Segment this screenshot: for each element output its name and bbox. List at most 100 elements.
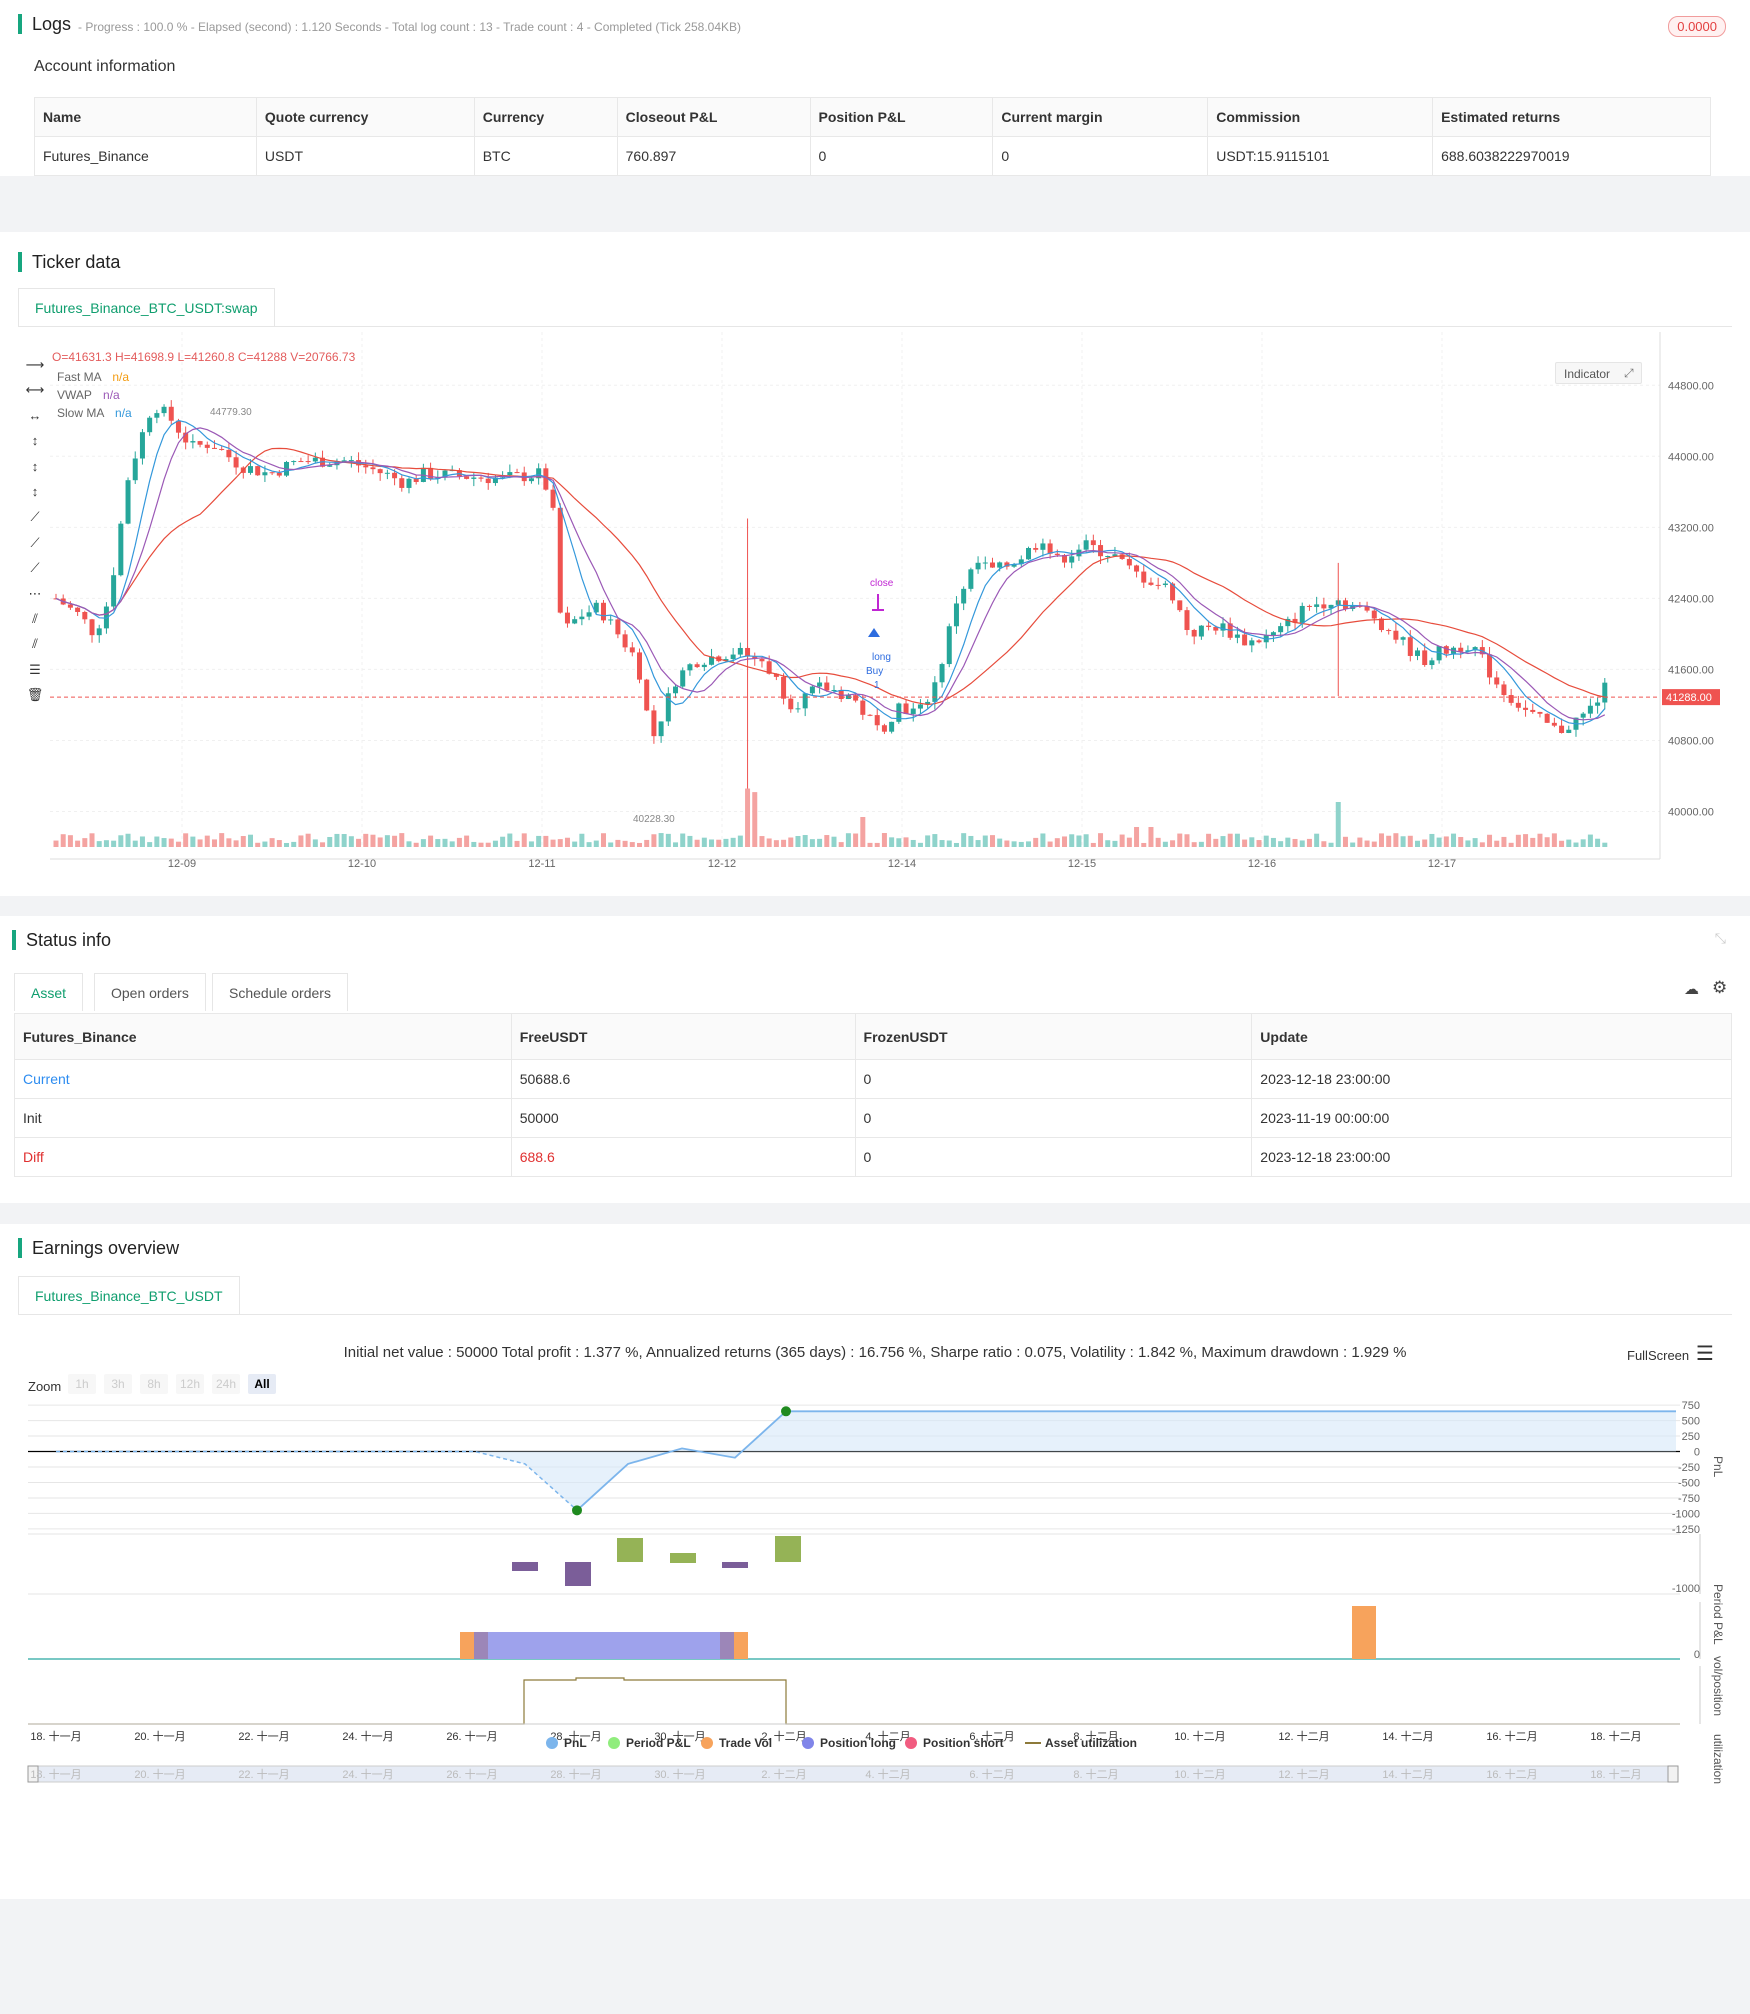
zoom-1h-button[interactable]: 1h <box>68 1374 96 1394</box>
zoom-3h-button[interactable]: 3h <box>104 1374 132 1394</box>
volume-bar <box>1126 837 1132 847</box>
volume-bar <box>1328 842 1334 847</box>
volume-bar <box>673 842 679 847</box>
cloud-download-icon[interactable]: ☁ <box>1684 981 1699 998</box>
tab-open-orders[interactable]: Open orders <box>94 973 206 1011</box>
volume-bar <box>1292 838 1298 847</box>
price-tick-label: 43200.00 <box>1668 522 1714 534</box>
table-cell[interactable]: Current <box>14 1059 512 1099</box>
table-cell: 688.6038222970019 <box>1432 136 1711 176</box>
tab-ticker-symbol[interactable]: Futures_Binance_BTC_USDT:swap <box>18 288 275 326</box>
candle-body <box>622 634 628 648</box>
volume-bar <box>1400 836 1406 847</box>
tab-earnings-symbol[interactable]: Futures_Binance_BTC_USDT <box>18 1276 240 1314</box>
parallel-channel-icon[interactable]: ⫽ <box>32 610 38 626</box>
menu-icon[interactable]: ☰ <box>1696 1343 1714 1365</box>
table-cell: 0 <box>854 1137 1253 1177</box>
volume-bar <box>716 839 722 847</box>
collapse-icon[interactable]: ⤡ <box>1714 930 1726 946</box>
candle-body <box>1551 722 1557 726</box>
volume-bar <box>1134 827 1140 847</box>
fib-channel-icon[interactable]: ⫽ <box>32 636 38 652</box>
table-cell: 50000 <box>510 1098 856 1138</box>
horizontal-segment-icon[interactable]: ↔ <box>28 407 42 423</box>
volume-bar <box>1162 841 1168 847</box>
volume-bar <box>1249 837 1255 847</box>
candlestick-chart[interactable]: 44800.00 44000.00 43200.00 42400.00 41600.00… <box>0 332 1750 922</box>
date-tick-label: 6. 十二月 <box>969 1729 1014 1743</box>
legend-item[interactable]: Trade Vol <box>719 1736 772 1750</box>
gear-icon[interactable]: ⚙ <box>1712 978 1728 997</box>
fast-ma-line <box>55 419 1606 725</box>
trend-segment-icon[interactable]: ⟋ <box>30 560 40 576</box>
navigator-date-label: 8. 十二月 <box>1073 1767 1118 1781</box>
navigator-date-label: 14. 十二月 <box>1382 1767 1433 1781</box>
candle-body <box>651 710 657 737</box>
navigator-date-label: 12. 十二月 <box>1278 1767 1329 1781</box>
legend-item[interactable]: Period P&L <box>626 1736 691 1750</box>
zoom-8h-button[interactable]: 8h <box>140 1374 168 1394</box>
candle-body <box>478 477 484 479</box>
candle-body <box>464 476 470 479</box>
volume-bar <box>1393 833 1399 847</box>
horizontal-ray-icon[interactable]: ⟶ <box>25 357 45 372</box>
candle-body <box>1472 647 1478 651</box>
volume-bar <box>1422 839 1428 847</box>
earnings-chart[interactable]: 750 500 250 0 -250 -500 -750 -1000 -1250 PnL Perio… <box>0 1394 1750 2014</box>
volume-bar <box>593 840 599 847</box>
vertical-line-icon[interactable]: ↕ <box>31 433 39 449</box>
indicator-value: n/a <box>112 370 130 384</box>
volume-bar <box>327 836 333 847</box>
tab-schedule-orders[interactable]: Schedule orders <box>212 973 348 1011</box>
legend-item[interactable]: Position long <box>820 1736 896 1750</box>
volume-bar <box>139 836 145 847</box>
candle-body <box>759 658 765 662</box>
zoom-12h-button[interactable]: 12h <box>176 1374 204 1394</box>
asset-table: Futures_Binance FreeUSDT FrozenUSDT Update … <box>14 1013 1732 1177</box>
candle-body <box>1098 545 1104 557</box>
high-label: 44779.30 <box>210 407 252 418</box>
pane-side-label: utilization <box>1711 1734 1725 1784</box>
candle-body <box>233 457 239 468</box>
candle-body <box>1487 654 1493 678</box>
horizontal-line-icon[interactable]: ⟷ <box>25 382 45 398</box>
trend-ray-icon[interactable]: ⟋ <box>30 534 40 550</box>
candle-body <box>1566 729 1572 733</box>
fib-levels-icon[interactable]: ☰ <box>29 661 41 677</box>
volume-bar <box>255 842 261 847</box>
candle-body <box>1515 702 1521 708</box>
candle-body <box>1580 713 1586 718</box>
candle-body <box>1342 600 1348 609</box>
zoom-24h-button[interactable]: 24h <box>212 1374 240 1394</box>
vertical-segment-icon[interactable]: ↕ <box>31 483 39 499</box>
date-tick-label: 12-14 <box>888 858 916 870</box>
trash-icon[interactable]: 🗑 <box>26 687 44 703</box>
trend-line-icon[interactable]: ⟋ <box>30 509 40 525</box>
candle-body <box>1443 646 1449 654</box>
legend-item[interactable]: Position short <box>923 1736 1004 1750</box>
legend-item[interactable]: Asset utilization <box>1045 1736 1137 1750</box>
volume-bar <box>1487 834 1493 847</box>
volume-bar <box>82 838 88 847</box>
candle-body <box>190 441 196 443</box>
vol-tick-label: 0 <box>1694 1649 1700 1661</box>
price-range-icon[interactable]: ⋯ <box>28 585 42 601</box>
zoom-All-button[interactable]: All <box>248 1374 276 1394</box>
indicator-button[interactable]: Indicator <box>1555 362 1642 384</box>
fullscreen-button[interactable]: FullScreen <box>1627 1348 1690 1363</box>
volume-bar <box>975 840 981 847</box>
volume-bar <box>1256 840 1262 847</box>
candle-body <box>557 507 563 613</box>
candle-body <box>1256 640 1262 643</box>
volume-bar <box>507 833 513 847</box>
table-cell: 0 <box>854 1098 1253 1138</box>
candle-body <box>817 682 823 687</box>
candle-body <box>132 458 138 481</box>
legend-item[interactable]: PnL <box>564 1736 587 1750</box>
volume-bar <box>637 842 642 847</box>
candle-body <box>975 562 981 570</box>
current-price-label: 41288.00 <box>1666 692 1712 704</box>
expand-icon[interactable]: ⤢ <box>1624 366 1634 380</box>
vertical-ray-icon[interactable]: ↕ <box>31 458 39 474</box>
tab-asset[interactable]: Asset <box>14 973 84 1011</box>
